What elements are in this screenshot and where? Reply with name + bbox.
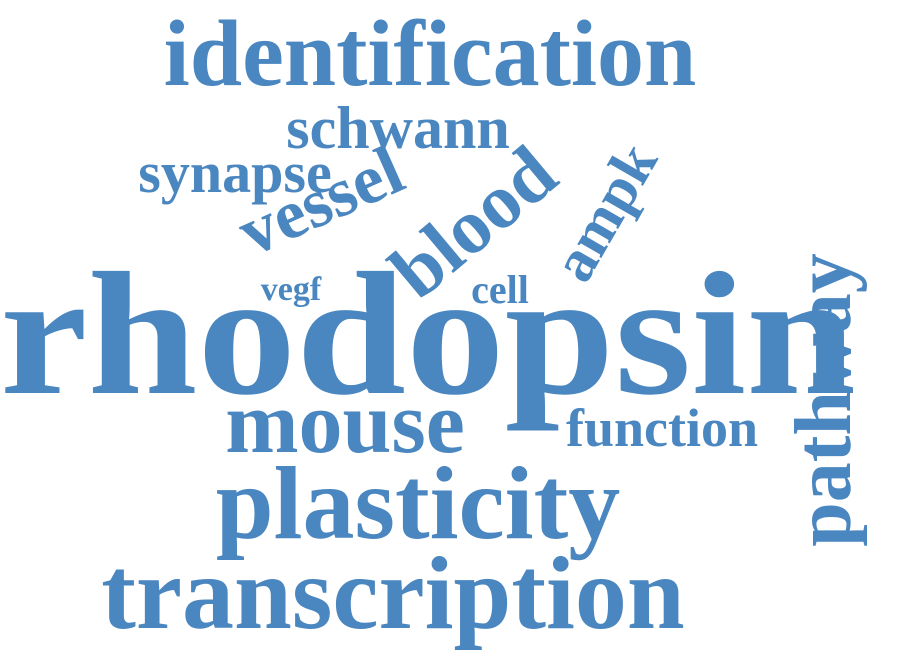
word-mouse: mouse	[225, 375, 465, 472]
word-cell: cell	[471, 267, 529, 312]
word-identification: identification	[164, 2, 697, 106]
word-schwann: schwann	[286, 95, 509, 161]
word-transcription: transcription	[101, 536, 685, 651]
word-vegf: vegf	[261, 271, 322, 308]
word-pathway: pathway	[780, 253, 868, 546]
word-plasticity: plasticity	[216, 446, 620, 561]
word-rhodopsin: rhodopsin	[0, 237, 856, 432]
word-synapse: synapse	[138, 140, 331, 205]
word-function: function	[566, 398, 758, 458]
